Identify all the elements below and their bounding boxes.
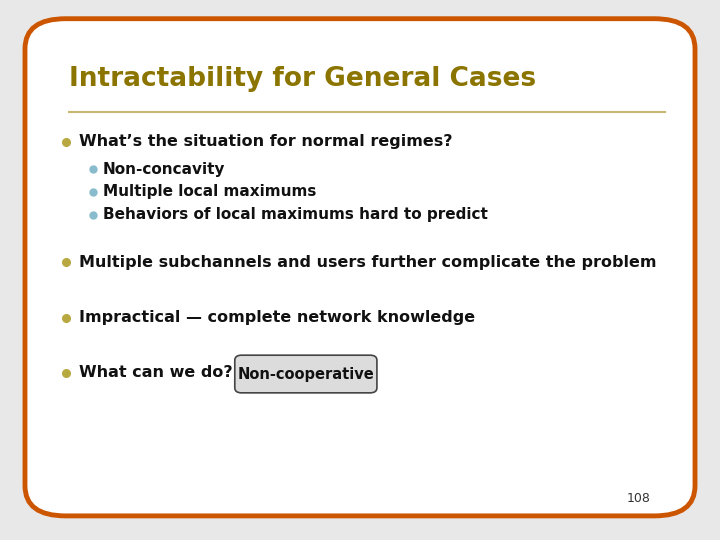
- FancyBboxPatch shape: [235, 355, 377, 393]
- Text: Non-concavity: Non-concavity: [103, 162, 225, 177]
- FancyBboxPatch shape: [25, 19, 695, 516]
- Text: Impractical — complete network knowledge: Impractical — complete network knowledge: [79, 310, 475, 325]
- Text: What can we do?: What can we do?: [79, 365, 233, 380]
- Text: Behaviors of local maximums hard to predict: Behaviors of local maximums hard to pred…: [103, 207, 487, 222]
- Text: 108: 108: [627, 492, 651, 505]
- Text: What’s the situation for normal regimes?: What’s the situation for normal regimes?: [79, 134, 453, 149]
- Text: Multiple subchannels and users further complicate the problem: Multiple subchannels and users further c…: [79, 255, 657, 270]
- Text: Non-cooperative: Non-cooperative: [238, 367, 374, 382]
- Text: Multiple local maximums: Multiple local maximums: [103, 185, 316, 199]
- Text: Intractability for General Cases: Intractability for General Cases: [69, 66, 536, 92]
